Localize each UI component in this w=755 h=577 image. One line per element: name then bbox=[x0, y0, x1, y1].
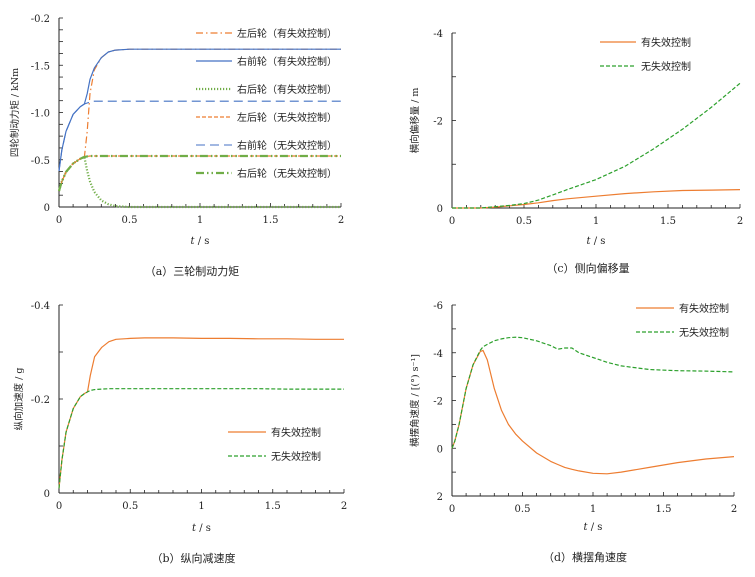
x-axis-label: t / s bbox=[192, 523, 211, 534]
x-tick-label: 1 bbox=[197, 215, 203, 226]
x-tick-label: 2 bbox=[338, 215, 344, 226]
x-axis-label-unit: / s bbox=[195, 236, 210, 247]
x-tick-label: 2 bbox=[731, 504, 737, 515]
x-axis-label-var: t bbox=[191, 236, 196, 247]
y-tick-label: 0 bbox=[44, 489, 50, 500]
legend-label-2: 右后轮（有失效控制） bbox=[237, 83, 337, 96]
legend-label-1: 无失效控制 bbox=[641, 60, 691, 73]
x-axis-label: t / s bbox=[584, 522, 603, 533]
x-tick-label: 0.5 bbox=[122, 215, 138, 226]
y-tick-label: -2 bbox=[433, 397, 443, 408]
panel-caption: （c）侧向偏移量 bbox=[546, 261, 629, 275]
series-line-4 bbox=[58, 100, 341, 172]
legend-label-5: 右后轮（无失效控制） bbox=[237, 167, 337, 180]
legend-label-1: 无失效控制 bbox=[271, 450, 321, 463]
series-line-0 bbox=[58, 337, 344, 489]
x-tick-label: 2 bbox=[737, 216, 743, 227]
panel-caption: （a）三轮制动力矩 bbox=[145, 264, 240, 278]
x-tick-label: 1.5 bbox=[660, 216, 676, 227]
x-tick-label: 0 bbox=[56, 501, 62, 512]
x-tick-label: 1.5 bbox=[263, 215, 279, 226]
legend-label-1: 无失效控制 bbox=[679, 326, 729, 339]
y-tick-label: 0 bbox=[437, 444, 443, 455]
x-tick-label: 1.5 bbox=[656, 504, 672, 515]
y-tick-label: 0 bbox=[437, 204, 443, 215]
chart-panel-a: 0 0.5 1 1.5 2 -0.2 -1.5 -1.0 -0.5 0 t / s 四轮制动力矩 / … bbox=[9, 14, 344, 278]
y-tick-label: -0.5 bbox=[31, 156, 50, 167]
x-tick-label: 2 bbox=[341, 501, 347, 512]
x-axis-label-var: t bbox=[584, 522, 589, 533]
legend-label-0: 有失效控制 bbox=[271, 426, 321, 439]
y-axis-label: 四轮制动力矩 / kNm bbox=[9, 68, 21, 157]
y-tick-label: -0.2 bbox=[31, 395, 50, 406]
y-tick-label: 0 bbox=[44, 203, 50, 214]
x-axis-label-unit: / s bbox=[196, 523, 211, 534]
y-tick-label: -1.5 bbox=[31, 61, 50, 72]
y-tick-label: -4 bbox=[433, 349, 443, 360]
x-tick-label: 0 bbox=[449, 216, 455, 227]
legend-label-0: 左后轮（有失效控制） bbox=[237, 27, 337, 40]
series-line-0 bbox=[451, 349, 735, 475]
legend-label-0: 有失效控制 bbox=[641, 36, 691, 49]
x-axis-label: t / s bbox=[191, 236, 210, 247]
x-tick-label: 1 bbox=[590, 504, 596, 515]
x-tick-label: 0.5 bbox=[515, 504, 531, 515]
y-axis-label: 横向偏移量 / m bbox=[409, 88, 421, 154]
legend-label-3: 左后轮（无失效控制） bbox=[237, 111, 337, 124]
y-axis-label: 纵向加速度 / g bbox=[13, 368, 25, 431]
chart-panel-b: 0 0.5 1 1.5 2 -0.4 -0.2 0 t / s 纵向加速度 / g （b）纵向减速度… bbox=[13, 301, 347, 565]
x-tick-label: 0.5 bbox=[516, 216, 532, 227]
series-line-1 bbox=[58, 388, 344, 489]
y-tick-label: -0.4 bbox=[31, 301, 50, 312]
x-tick-label: 0 bbox=[449, 504, 455, 515]
x-axis-label-unit: / s bbox=[591, 236, 606, 247]
y-tick-label: -4 bbox=[433, 29, 443, 40]
x-axis-label-var: t bbox=[587, 236, 592, 247]
legend-label-0: 有失效控制 bbox=[679, 302, 729, 315]
x-axis-label-unit: / s bbox=[588, 522, 603, 533]
y-tick-label: -0.2 bbox=[31, 14, 50, 25]
y-tick-label: -1.0 bbox=[31, 109, 50, 120]
series-line-2 bbox=[57, 155, 341, 209]
x-axis-label: t / s bbox=[587, 236, 606, 247]
y-tick-label: 2 bbox=[437, 492, 443, 503]
y-axis-label: 横摆角速度 / [(°) s⁻¹] bbox=[409, 354, 421, 447]
x-tick-label: 1.5 bbox=[265, 501, 281, 512]
series-line-1 bbox=[452, 82, 741, 209]
chart-panel-c: 0 0.5 1 1.5 2 -4 -2 0 t / s 横向偏移量 / m （c）侧向偏移量 有失效控… bbox=[409, 29, 743, 275]
series-line-1 bbox=[451, 336, 735, 449]
x-tick-label: 1 bbox=[593, 216, 599, 227]
y-tick-label: -2 bbox=[433, 117, 443, 128]
y-tick-label: -6 bbox=[433, 301, 443, 312]
x-tick-label: 0.5 bbox=[122, 501, 138, 512]
x-axis-label-var: t bbox=[192, 523, 197, 534]
panel-caption: （d）横摆角速度 bbox=[543, 550, 627, 564]
x-tick-label: 1 bbox=[198, 501, 204, 512]
series-line-5 bbox=[57, 154, 341, 192]
panel-caption: （b）纵向减速度 bbox=[151, 551, 235, 565]
legend-label-4: 右前轮（无失效控制） bbox=[237, 139, 337, 152]
x-tick-label: 0 bbox=[56, 215, 62, 226]
legend-label-1: 右前轮（有失效控制） bbox=[237, 55, 337, 68]
